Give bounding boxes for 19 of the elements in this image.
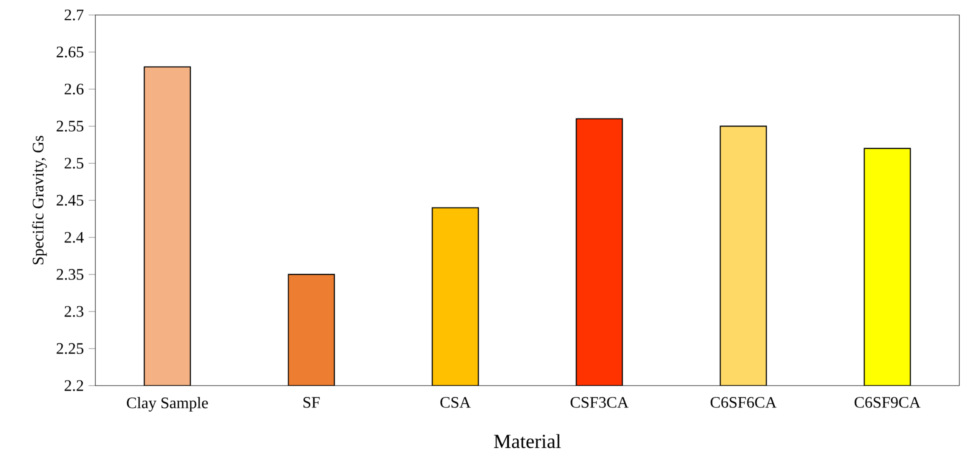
y-tick-label: 2.3 <box>64 306 84 317</box>
x-tick-label: Clay Sample <box>126 397 208 412</box>
x-tick-label: C6SF6CA <box>710 397 777 408</box>
y-tick-label: 2.55 <box>56 120 84 132</box>
y-tick-label: 2.35 <box>56 269 84 280</box>
x-tick-label: CSA <box>440 397 471 408</box>
y-tick-label: 2.65 <box>56 46 84 58</box>
x-tick-label: CSF3CA <box>570 397 629 408</box>
y-tick-label: 2.5 <box>64 158 84 169</box>
x-tick-label: SF <box>304 397 320 408</box>
y-tick-label: 2.6 <box>64 84 84 95</box>
y-tick-label: 2.25 <box>56 343 84 354</box>
y-tick-label: 2.7 <box>64 10 84 20</box>
x-axis-title: Material <box>494 434 561 448</box>
x-tick-label: C6SF9CA <box>854 397 921 408</box>
y-axis-title: Specific Gravity, Gs <box>32 136 47 264</box>
y-tick-label: 2.2 <box>64 380 84 392</box>
y-tick-label: 2.4 <box>64 232 84 243</box>
y-tick-label: 2.45 <box>56 194 84 206</box>
